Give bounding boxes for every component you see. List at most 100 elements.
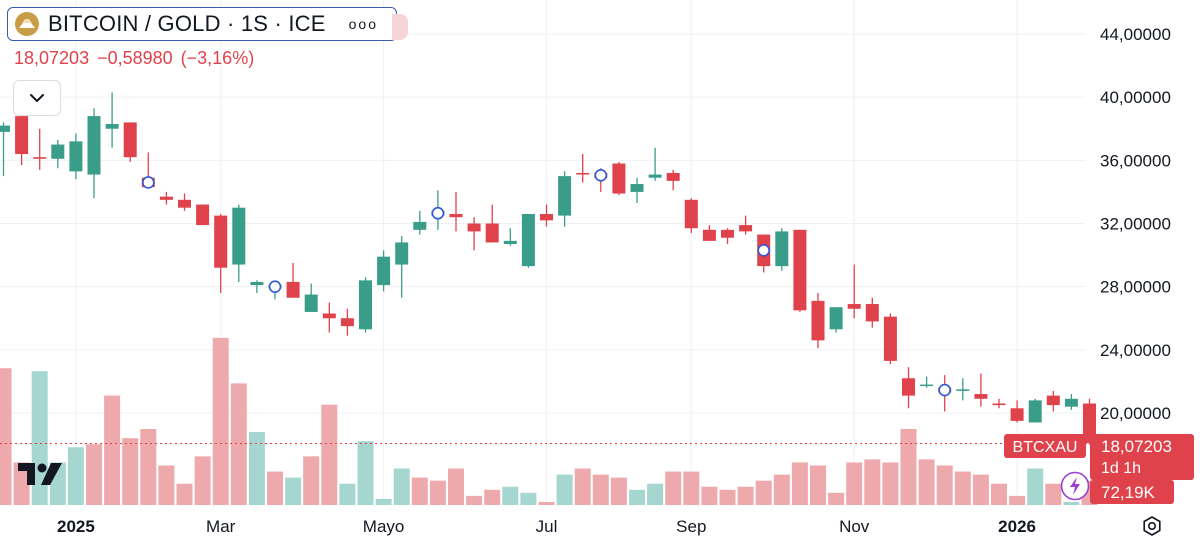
candle-body [123,122,137,158]
candle [178,193,191,211]
candle [0,122,10,177]
volume-bar [810,465,826,505]
candle-body [576,172,590,175]
symbol-tag: BTCXAU [1013,439,1078,456]
volume-bar [791,462,808,505]
volume-bar [1027,468,1044,505]
candle-body [956,389,970,391]
candle-body [883,316,897,361]
candle [485,204,499,243]
quote-change-pct: (−3,16%) [180,48,255,68]
candle [829,307,843,333]
candle-body [340,318,354,327]
volume-bar [882,462,899,505]
volume-bar [991,483,1007,505]
volume-bar [520,492,537,505]
volume-bar [484,489,501,505]
more-options-button[interactable]: ooo [348,16,378,32]
candle [702,225,716,241]
candle-body [232,207,246,265]
dividend-marker [142,176,155,189]
y-tick-label: 36,00000 [1100,151,1171,170]
candle [630,177,644,203]
candle [503,228,517,246]
volume-bar [67,447,84,505]
candle [811,292,825,349]
candle-body [214,215,228,268]
candles [0,92,1096,445]
candle [286,262,300,298]
tradingview-logo-icon[interactable] [16,460,66,488]
candle-body [413,221,427,230]
candle-body [485,223,499,243]
candle [521,214,535,268]
dividend-marker [594,169,608,182]
volume-bar [828,492,845,505]
volume-bar [556,474,573,505]
volume-bar [339,483,356,505]
candle [558,171,572,227]
candle-body [992,403,1006,406]
collapse-legend-button[interactable] [13,80,61,116]
volume-bar [1009,495,1026,505]
chevron-down-icon [30,94,44,102]
candle-body [304,294,318,312]
candle [87,108,101,199]
candle-body [105,124,119,129]
candle [721,228,734,245]
candle-body [630,184,644,192]
candle [214,214,228,293]
volume-bar [321,404,338,505]
volume-bar [285,477,302,505]
candle [322,302,336,333]
volume-bar [303,456,320,505]
candle [648,147,662,181]
volume-bar [267,471,283,505]
symbol-info[interactable]: BITCOIN / GOLD · 1S · ICE ooo [7,7,397,41]
candle-body [1046,395,1060,406]
candle-body [33,157,47,159]
candle [395,236,409,298]
volume-bar [466,495,483,505]
candle [847,264,861,319]
volume-tag-bg [1090,480,1174,504]
x-tick-label: Sep [676,517,706,536]
gold-coin-icon [15,12,39,36]
quote-change: −0,58980 [97,48,173,68]
candle-body [503,240,517,245]
settings-icon[interactable] [1141,515,1163,537]
candle [250,280,264,293]
quote-line: 18,07203 −0,58980 (−3,16%) [14,48,262,69]
candle [232,204,246,282]
volume-bars [0,337,1098,505]
price-tag-bg [1090,434,1194,480]
candle-body [1064,398,1078,407]
dividend-marker [431,206,445,220]
volume-bar [104,395,121,505]
candle [340,308,354,336]
candle-body [721,229,734,238]
candle-body [449,214,463,218]
time-axis[interactable]: 2025 Mar Mayo Jul Sep Nov 2026 [57,517,1036,536]
candle [359,277,372,333]
candle-body [1010,408,1024,421]
volume-bar [140,429,157,505]
price-axis[interactable]: 44,00000 40,00000 36,00000 32,00000 28,00000… [1100,25,1171,423]
candle [69,133,83,180]
candle-body [865,304,879,322]
candle-body [286,281,300,298]
volume-tag-value: 72,19K [1101,483,1156,502]
volume-bar [574,468,591,505]
symbol-box-edge [392,14,408,40]
candle [1046,390,1060,412]
candle-body [69,141,83,172]
candle-body [793,229,807,311]
candle-body [87,116,101,175]
candle-body [974,394,988,399]
last-price-labels: BTCXAU 18,07203 1d 1h 72,19K [0,434,1194,504]
y-tick-label: 28,00000 [1100,278,1171,297]
flash-icon[interactable] [1060,471,1090,501]
candle [775,228,789,271]
candle-body [359,280,372,330]
